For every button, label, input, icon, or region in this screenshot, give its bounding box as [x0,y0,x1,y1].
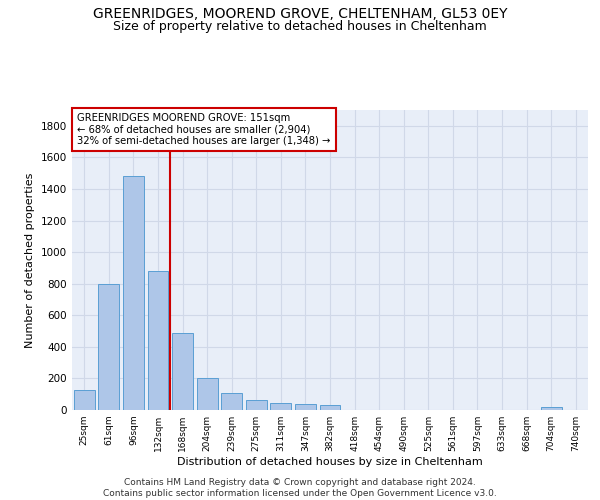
Text: GREENRIDGES MOOREND GROVE: 151sqm
← 68% of detached houses are smaller (2,904)
3: GREENRIDGES MOOREND GROVE: 151sqm ← 68% … [77,113,331,146]
Bar [172,332,193,410]
Bar [197,378,218,410]
X-axis label: Distribution of detached houses by size in Cheltenham: Distribution of detached houses by size … [177,457,483,467]
Bar [271,403,292,410]
Text: GREENRIDGES, MOOREND GROVE, CHELTENHAM, GL53 0EY: GREENRIDGES, MOOREND GROVE, CHELTENHAM, … [93,8,507,22]
Bar [541,407,562,410]
Bar [246,400,267,410]
Bar [221,394,242,410]
Bar [74,390,95,410]
Bar [320,406,340,410]
Bar [123,176,144,410]
Bar [98,284,119,410]
Text: Contains HM Land Registry data © Crown copyright and database right 2024.
Contai: Contains HM Land Registry data © Crown c… [103,478,497,498]
Bar [295,404,316,410]
Bar [148,271,169,410]
Text: Size of property relative to detached houses in Cheltenham: Size of property relative to detached ho… [113,20,487,33]
Y-axis label: Number of detached properties: Number of detached properties [25,172,35,348]
